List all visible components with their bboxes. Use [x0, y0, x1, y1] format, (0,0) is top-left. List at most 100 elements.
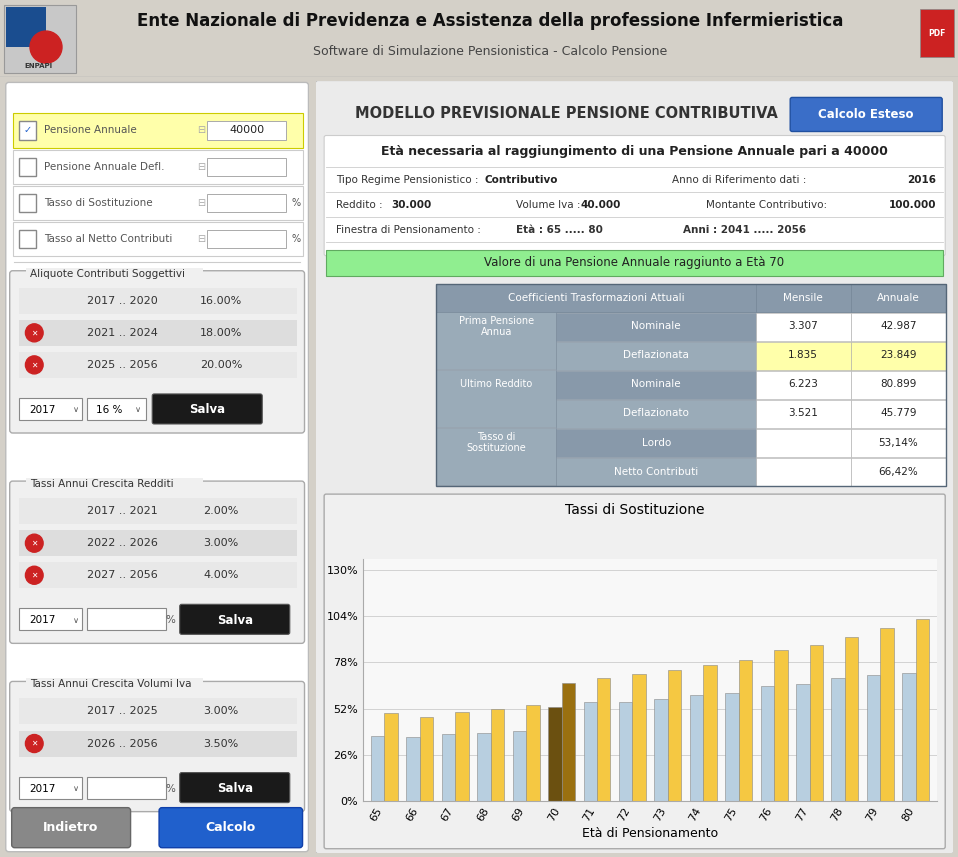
- Text: Tasso di
Sostituzione: Tasso di Sostituzione: [467, 432, 526, 453]
- Text: 3.00%: 3.00%: [203, 706, 239, 716]
- Bar: [18, 288, 297, 314]
- Text: 100.000: 100.000: [889, 200, 936, 210]
- Bar: [87, 776, 166, 799]
- Text: Ultimo Reddito: Ultimo Reddito: [460, 380, 533, 389]
- Bar: [597, 678, 610, 801]
- Text: 2017: 2017: [29, 615, 56, 626]
- Bar: [557, 313, 756, 341]
- Circle shape: [30, 31, 62, 63]
- Bar: [703, 664, 717, 801]
- Text: 2.00%: 2.00%: [203, 506, 239, 516]
- Bar: [6, 49, 46, 71]
- Text: ✕: ✕: [31, 739, 37, 748]
- Bar: [654, 698, 668, 801]
- Bar: [18, 352, 297, 378]
- Bar: [436, 284, 947, 312]
- Text: Salva: Salva: [217, 782, 253, 795]
- Bar: [902, 673, 916, 801]
- FancyBboxPatch shape: [790, 98, 943, 131]
- Bar: [756, 429, 852, 457]
- Text: ✕: ✕: [31, 328, 37, 338]
- Bar: [477, 733, 490, 801]
- Text: 3.521: 3.521: [788, 409, 818, 418]
- Text: Tasso al Netto Contributi: Tasso al Netto Contributi: [44, 234, 172, 243]
- Text: Montante Contributivo:: Montante Contributivo:: [706, 200, 828, 210]
- Text: ⊟: ⊟: [197, 162, 206, 171]
- Text: 20.00%: 20.00%: [200, 360, 242, 370]
- Text: 42.987: 42.987: [880, 321, 917, 332]
- Text: Tassi Annui Crescita Volumi Iva: Tassi Annui Crescita Volumi Iva: [31, 680, 192, 689]
- Text: Annuale: Annuale: [877, 293, 920, 303]
- Text: Lordo: Lordo: [642, 438, 671, 447]
- Text: Calcolo Esteso: Calcolo Esteso: [818, 108, 914, 121]
- Text: 4.00%: 4.00%: [203, 570, 239, 580]
- Text: Volume Iva :: Volume Iva :: [516, 200, 581, 210]
- Text: Nominale: Nominale: [631, 321, 681, 332]
- Bar: [18, 194, 36, 212]
- Text: 2017 .. 2025: 2017 .. 2025: [87, 706, 158, 716]
- Bar: [207, 230, 285, 248]
- Bar: [87, 398, 147, 420]
- Bar: [12, 222, 303, 255]
- Text: ∨: ∨: [73, 616, 79, 625]
- Text: 66,42%: 66,42%: [878, 466, 918, 476]
- Text: Prima Pensione
Annua: Prima Pensione Annua: [459, 315, 534, 337]
- Bar: [27, 679, 203, 692]
- Bar: [852, 371, 947, 399]
- Circle shape: [26, 566, 43, 584]
- Text: Mensile: Mensile: [784, 293, 823, 303]
- Bar: [810, 645, 823, 801]
- Text: Salva: Salva: [217, 614, 253, 626]
- Text: 2025 .. 2056: 2025 .. 2056: [87, 360, 158, 370]
- Text: Reddito :: Reddito :: [336, 200, 383, 210]
- FancyBboxPatch shape: [159, 807, 303, 848]
- Bar: [619, 702, 632, 801]
- Text: Aliquote Contributi Soggettivi: Aliquote Contributi Soggettivi: [31, 269, 185, 279]
- Bar: [18, 730, 297, 757]
- FancyBboxPatch shape: [180, 604, 289, 634]
- Bar: [27, 267, 203, 282]
- Bar: [557, 342, 756, 370]
- Text: Deflazionata: Deflazionata: [624, 351, 689, 361]
- Circle shape: [26, 534, 43, 552]
- Text: 1.835: 1.835: [788, 351, 818, 361]
- Text: ✕: ✕: [31, 571, 37, 579]
- Text: Valore di una Pensione Annuale raggiunto a Età 70: Valore di una Pensione Annuale raggiunto…: [484, 256, 785, 269]
- Bar: [436, 284, 947, 486]
- Text: 16 %: 16 %: [96, 405, 123, 415]
- Text: ⊟: ⊟: [197, 198, 206, 207]
- Bar: [18, 608, 82, 631]
- Text: ⊟: ⊟: [197, 234, 206, 243]
- Bar: [87, 608, 166, 631]
- Bar: [18, 158, 36, 176]
- Bar: [632, 674, 646, 801]
- Text: ✕: ✕: [31, 361, 37, 369]
- Bar: [561, 683, 575, 801]
- FancyBboxPatch shape: [10, 271, 305, 433]
- Text: 6.223: 6.223: [788, 380, 818, 389]
- Bar: [4, 5, 76, 73]
- Bar: [12, 113, 303, 147]
- Bar: [18, 562, 297, 588]
- Text: Anno di Riferimento dati :: Anno di Riferimento dati :: [672, 175, 807, 184]
- Text: MODELLO PREVISIONALE PENSIONE CONTRIBUTIVA: MODELLO PREVISIONALE PENSIONE CONTRIBUTI…: [354, 106, 778, 121]
- Text: Indietro: Indietro: [43, 821, 99, 834]
- Bar: [384, 713, 398, 801]
- Text: %: %: [165, 783, 174, 794]
- Text: 2017: 2017: [29, 405, 56, 415]
- FancyBboxPatch shape: [315, 81, 954, 854]
- Text: 45.779: 45.779: [880, 409, 917, 418]
- Bar: [207, 158, 285, 176]
- Text: Tassi di Sostituzione: Tassi di Sostituzione: [565, 503, 704, 517]
- Circle shape: [26, 356, 43, 374]
- FancyBboxPatch shape: [10, 681, 305, 812]
- Text: Tasso di Sostituzione: Tasso di Sostituzione: [44, 198, 152, 207]
- Bar: [880, 627, 894, 801]
- Bar: [761, 686, 774, 801]
- Text: ENPAPI: ENPAPI: [24, 63, 52, 69]
- Text: Netto Contributi: Netto Contributi: [614, 466, 698, 476]
- Text: 2022 .. 2026: 2022 .. 2026: [87, 538, 158, 548]
- Text: 2021 .. 2024: 2021 .. 2024: [87, 328, 158, 338]
- Text: ⊟: ⊟: [197, 125, 206, 135]
- Bar: [420, 716, 433, 801]
